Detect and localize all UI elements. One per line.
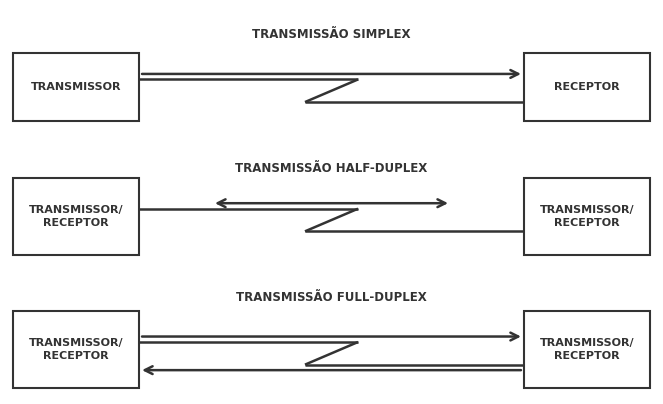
FancyBboxPatch shape xyxy=(524,311,650,388)
FancyBboxPatch shape xyxy=(13,178,139,255)
Text: RECEPTOR: RECEPTOR xyxy=(554,82,619,92)
FancyBboxPatch shape xyxy=(13,311,139,388)
Text: TRANSMISSÃO HALF-DUPLEX: TRANSMISSÃO HALF-DUPLEX xyxy=(235,162,428,175)
Text: TRANSMISSOR/
RECEPTOR: TRANSMISSOR/ RECEPTOR xyxy=(29,204,123,228)
FancyBboxPatch shape xyxy=(13,53,139,121)
FancyBboxPatch shape xyxy=(524,178,650,255)
Text: TRANSMISSOR: TRANSMISSOR xyxy=(31,82,121,92)
Text: TRANSMISSOR/
RECEPTOR: TRANSMISSOR/ RECEPTOR xyxy=(540,204,634,228)
Text: TRANSMISSÃO SIMPLEX: TRANSMISSÃO SIMPLEX xyxy=(252,28,411,41)
Text: TRANSMISSOR/
RECEPTOR: TRANSMISSOR/ RECEPTOR xyxy=(29,338,123,361)
Text: TRANSMISSÃO FULL-DUPLEX: TRANSMISSÃO FULL-DUPLEX xyxy=(236,291,427,304)
FancyBboxPatch shape xyxy=(524,53,650,121)
Text: TRANSMISSOR/
RECEPTOR: TRANSMISSOR/ RECEPTOR xyxy=(540,338,634,361)
